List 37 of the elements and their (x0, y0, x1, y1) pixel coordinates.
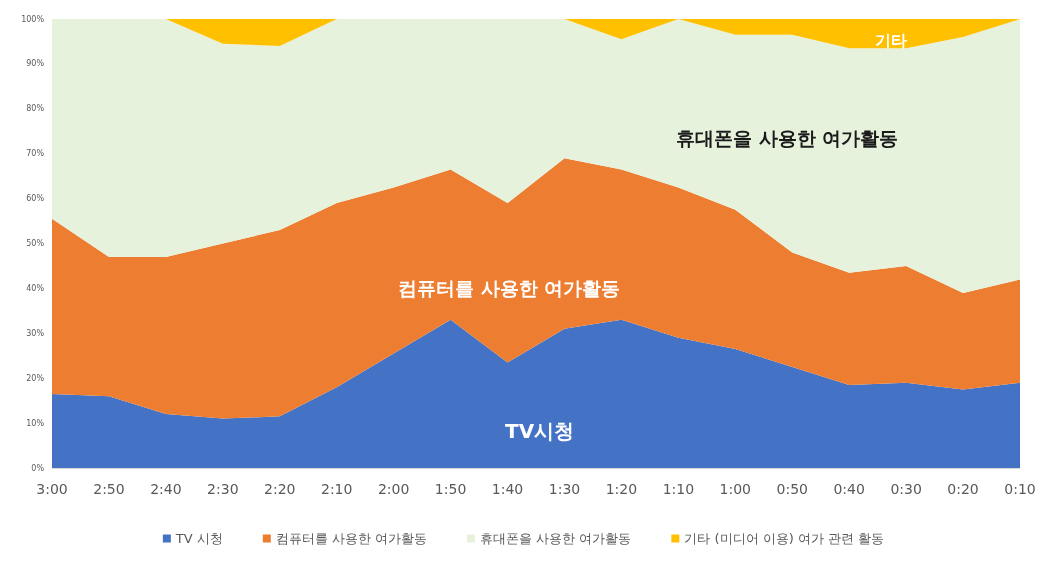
x-tick-label: 0:50 (776, 481, 808, 497)
legend-label: 컴퓨터를 사용한 여가활동 (275, 531, 428, 546)
annotation: 기타 (875, 30, 907, 50)
x-tick-label: 0:30 (890, 481, 922, 497)
y-tick-label: 30% (26, 328, 45, 338)
legend-label: TV 시청 (174, 531, 223, 546)
y-tick-label: 50% (26, 239, 45, 248)
legend-label: 휴대폰을 사용한 여가활동 (480, 531, 632, 546)
y-tick-label: 60% (26, 194, 45, 204)
x-tick-label: 2:00 (377, 481, 410, 497)
y-tick-label: 10% (26, 418, 45, 428)
y-tick-label: 90% (26, 59, 45, 69)
annotation: 휴대폰을 사용한 여가활동 (676, 126, 899, 149)
y-tick-label: 0% (31, 463, 45, 473)
x-tick-label: 2:30 (207, 481, 239, 497)
x-tick-label: 1:40 (491, 481, 524, 497)
y-tick-label: 100% (21, 14, 45, 24)
x-tick-label: 2:20 (264, 481, 296, 497)
x-tick-label: 1:20 (605, 481, 638, 497)
x-tick-label: 1:10 (662, 481, 695, 497)
x-tick-label: 2:50 (93, 481, 125, 497)
y-tick-label: 70% (26, 149, 45, 159)
x-tick-label: 0:40 (833, 481, 865, 497)
x-tick-label: 1:50 (434, 481, 467, 497)
x-tick-label: 0:20 (947, 481, 979, 497)
x-tick-label: 2:40 (150, 481, 182, 497)
y-tick-label: 20% (26, 373, 45, 383)
x-tick-label: 3:00 (36, 481, 68, 497)
x-tick-label: 2:10 (320, 481, 353, 497)
annotation: 컴퓨터를 사용한 여가활동 (398, 276, 621, 299)
y-tick-label: 80% (26, 104, 45, 114)
legend-label: 기타 (미디어 이용) 여가 관련 활동 (684, 531, 885, 546)
annotation: TV시청 (505, 419, 575, 443)
x-tick-label: 1:00 (719, 481, 752, 497)
y-tick-label: 40% (26, 283, 45, 293)
x-tick-label: 0:10 (1004, 481, 1036, 497)
x-tick-label: 1:30 (548, 481, 581, 497)
